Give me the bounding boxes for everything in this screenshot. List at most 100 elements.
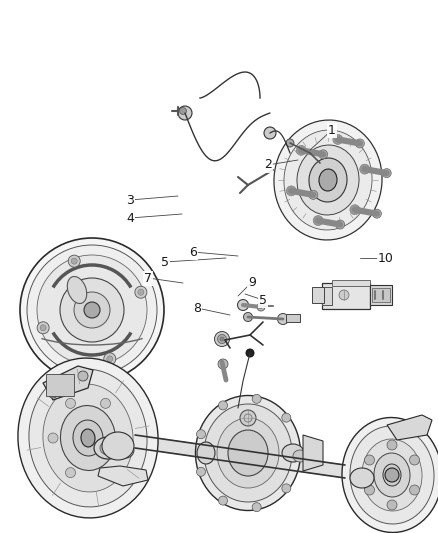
Bar bbox=[322, 287, 332, 305]
Circle shape bbox=[372, 209, 381, 218]
Text: 10: 10 bbox=[378, 252, 394, 264]
Circle shape bbox=[364, 455, 374, 465]
Circle shape bbox=[264, 127, 276, 139]
Ellipse shape bbox=[383, 464, 401, 486]
Ellipse shape bbox=[195, 395, 300, 511]
Ellipse shape bbox=[297, 145, 359, 215]
Text: 1: 1 bbox=[328, 124, 336, 136]
Ellipse shape bbox=[228, 430, 268, 476]
Circle shape bbox=[218, 335, 226, 343]
Circle shape bbox=[100, 467, 110, 478]
Polygon shape bbox=[98, 466, 148, 486]
Polygon shape bbox=[43, 366, 93, 400]
Circle shape bbox=[37, 255, 147, 365]
Circle shape bbox=[410, 485, 420, 495]
Ellipse shape bbox=[309, 158, 347, 202]
Text: 5: 5 bbox=[161, 255, 169, 269]
Bar bbox=[332, 280, 370, 286]
Bar bbox=[46, 374, 74, 396]
Ellipse shape bbox=[197, 442, 215, 464]
Ellipse shape bbox=[274, 120, 382, 240]
Circle shape bbox=[360, 164, 370, 174]
Circle shape bbox=[364, 485, 374, 495]
Text: 2: 2 bbox=[264, 158, 272, 172]
Circle shape bbox=[244, 312, 252, 321]
Circle shape bbox=[293, 448, 303, 457]
Circle shape bbox=[286, 186, 296, 196]
Circle shape bbox=[385, 468, 399, 482]
Ellipse shape bbox=[362, 439, 422, 511]
Circle shape bbox=[387, 440, 397, 450]
Circle shape bbox=[410, 455, 420, 465]
Circle shape bbox=[135, 286, 147, 298]
Circle shape bbox=[100, 398, 110, 408]
Circle shape bbox=[74, 292, 110, 328]
Ellipse shape bbox=[29, 369, 147, 507]
Circle shape bbox=[66, 467, 75, 478]
Bar bbox=[312, 287, 324, 303]
Ellipse shape bbox=[350, 468, 374, 488]
Circle shape bbox=[282, 484, 291, 493]
Circle shape bbox=[20, 238, 164, 382]
Polygon shape bbox=[135, 435, 345, 478]
Text: 3: 3 bbox=[126, 193, 134, 206]
Circle shape bbox=[84, 302, 100, 318]
Circle shape bbox=[107, 356, 113, 362]
Circle shape bbox=[318, 150, 328, 159]
Circle shape bbox=[296, 146, 306, 155]
Circle shape bbox=[333, 134, 343, 144]
Polygon shape bbox=[303, 435, 323, 471]
Circle shape bbox=[313, 215, 323, 225]
Circle shape bbox=[240, 410, 256, 426]
Circle shape bbox=[219, 401, 227, 410]
Circle shape bbox=[178, 106, 192, 120]
Circle shape bbox=[387, 500, 397, 510]
Circle shape bbox=[257, 303, 265, 311]
Circle shape bbox=[355, 139, 364, 148]
Ellipse shape bbox=[319, 169, 337, 191]
Circle shape bbox=[78, 371, 88, 381]
Circle shape bbox=[215, 332, 230, 346]
Text: 5: 5 bbox=[259, 294, 267, 306]
Circle shape bbox=[104, 353, 116, 365]
Ellipse shape bbox=[350, 426, 434, 524]
Circle shape bbox=[118, 442, 134, 458]
Circle shape bbox=[27, 245, 157, 375]
Circle shape bbox=[138, 289, 144, 295]
Ellipse shape bbox=[342, 417, 438, 532]
Circle shape bbox=[278, 313, 289, 325]
Ellipse shape bbox=[204, 404, 292, 502]
Ellipse shape bbox=[43, 384, 133, 492]
Ellipse shape bbox=[102, 432, 134, 460]
Circle shape bbox=[48, 433, 58, 443]
Ellipse shape bbox=[293, 450, 307, 462]
Circle shape bbox=[252, 394, 261, 403]
Polygon shape bbox=[387, 415, 432, 440]
Ellipse shape bbox=[100, 441, 116, 455]
Bar bbox=[372, 288, 390, 302]
Ellipse shape bbox=[282, 444, 304, 462]
Text: 8: 8 bbox=[193, 302, 201, 314]
Ellipse shape bbox=[374, 453, 410, 497]
Circle shape bbox=[282, 413, 291, 422]
Circle shape bbox=[37, 322, 49, 334]
Bar bbox=[286, 314, 300, 322]
Ellipse shape bbox=[67, 277, 87, 303]
Circle shape bbox=[118, 433, 128, 443]
Circle shape bbox=[68, 255, 80, 267]
Circle shape bbox=[66, 398, 75, 408]
Text: 6: 6 bbox=[189, 246, 197, 259]
Circle shape bbox=[336, 220, 345, 229]
Circle shape bbox=[252, 503, 261, 512]
Circle shape bbox=[286, 139, 294, 147]
Circle shape bbox=[218, 359, 228, 369]
Ellipse shape bbox=[60, 406, 116, 471]
Circle shape bbox=[219, 496, 227, 505]
Ellipse shape bbox=[18, 358, 158, 518]
Circle shape bbox=[220, 337, 224, 341]
Circle shape bbox=[197, 430, 205, 439]
Circle shape bbox=[382, 168, 391, 177]
Bar bbox=[370, 285, 392, 305]
Circle shape bbox=[48, 388, 58, 398]
Ellipse shape bbox=[284, 130, 372, 230]
